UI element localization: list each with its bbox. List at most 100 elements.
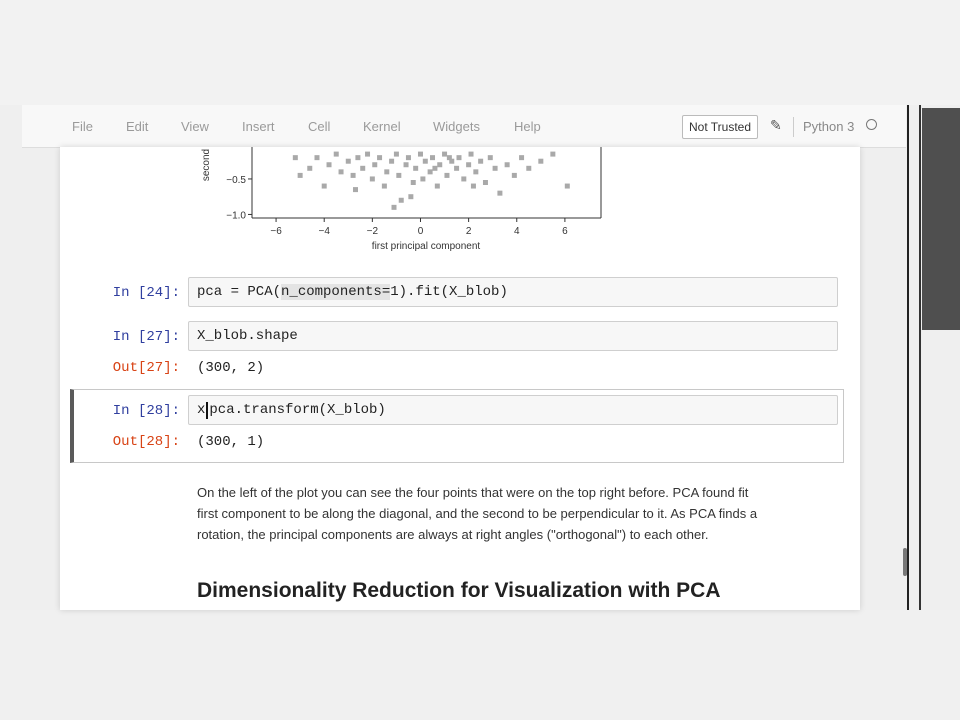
- data-point: [384, 169, 390, 175]
- data-point: [352, 187, 358, 193]
- data-point: [355, 155, 361, 161]
- menu-insert[interactable]: Insert: [242, 119, 275, 134]
- data-point: [350, 172, 356, 178]
- menu-widgets[interactable]: Widgets: [433, 119, 480, 134]
- output-prompt: Out[28]:: [112, 434, 180, 450]
- x-tick-label: −4: [319, 226, 331, 237]
- data-point: [449, 158, 455, 164]
- cell-prompt: In [27]:: [112, 329, 180, 345]
- data-point: [326, 162, 332, 168]
- data-point: [497, 190, 503, 196]
- pencil-icon[interactable]: ✎: [770, 117, 782, 133]
- data-point: [427, 169, 433, 175]
- data-point: [413, 165, 419, 171]
- code-text: x: [197, 402, 206, 418]
- data-point: [333, 151, 339, 157]
- data-point: [482, 180, 488, 185]
- menu-help[interactable]: Help: [514, 119, 541, 134]
- data-point: [519, 155, 525, 161]
- data-point: [442, 151, 448, 157]
- ticks-layer: −6 −4 −2 0 2 4 6 −0.5 −1.0: [226, 175, 568, 237]
- data-point: [422, 158, 428, 164]
- background-bottom: [0, 610, 960, 720]
- code-text: pca = PCA(: [197, 284, 282, 300]
- code-cell[interactable]: X_blob.shape: [188, 321, 838, 351]
- scrollbar-thumb[interactable]: [903, 548, 907, 576]
- data-point: [338, 169, 344, 175]
- x-axis-label: first principal component: [372, 241, 481, 252]
- data-point: [511, 172, 517, 178]
- data-point: [410, 180, 416, 185]
- paragraph-line: On the left of the plot you can see the …: [197, 485, 749, 500]
- data-point: [550, 151, 556, 157]
- not-trusted-button[interactable]: Not Trusted: [682, 115, 758, 139]
- data-point: [365, 151, 371, 157]
- data-point: [377, 155, 383, 161]
- data-point: [473, 169, 479, 175]
- cell-output: (300, 1): [197, 434, 265, 450]
- data-point: [381, 183, 387, 189]
- data-point: [393, 151, 399, 157]
- code-cell[interactable]: x pca.transform(X_blob): [188, 395, 838, 425]
- y-tick-label: −1.0: [226, 210, 246, 221]
- data-point: [504, 162, 510, 168]
- x-tick-label: −6: [270, 226, 282, 237]
- code-cell[interactable]: pca = PCA(n_components= 1).fit(X_blob): [188, 277, 838, 307]
- data-point: [417, 151, 423, 157]
- kernel-status-icon: [866, 119, 877, 130]
- data-point: [408, 194, 414, 200]
- x-tick-label: −2: [367, 226, 379, 237]
- x-tick-label: 6: [562, 226, 568, 237]
- data-point: [420, 176, 426, 182]
- paragraph-line: rotation, the principal components are a…: [197, 527, 709, 542]
- selected-cell[interactable]: [70, 389, 844, 463]
- kernel-divider: [793, 117, 794, 137]
- data-point: [461, 176, 467, 182]
- text-cursor: [206, 401, 209, 419]
- output-prompt: Out[27]:: [112, 360, 180, 376]
- data-point: [398, 197, 404, 203]
- data-point: [478, 158, 484, 164]
- data-point: [403, 162, 409, 168]
- data-point: [391, 204, 397, 210]
- data-point: [454, 165, 460, 171]
- code-text: X_blob.shape: [197, 328, 298, 344]
- background-top: [0, 0, 960, 105]
- menu-bar: File Edit View Insert Cell Kernel Widget…: [22, 105, 906, 148]
- data-point: [526, 165, 532, 171]
- data-point: [360, 165, 366, 171]
- data-point: [430, 155, 436, 161]
- menu-view[interactable]: View: [181, 119, 209, 134]
- code-text: pca.transform(X_blob): [209, 402, 386, 418]
- data-point: [389, 158, 395, 164]
- data-point: [466, 162, 472, 168]
- data-point: [456, 155, 462, 161]
- data-point: [468, 151, 474, 157]
- paragraph-line: first component to be along the diagonal…: [197, 506, 758, 521]
- data-point: [492, 165, 498, 171]
- code-text: 1).fit(X_blob): [390, 284, 508, 300]
- data-point: [297, 172, 303, 178]
- menu-edit[interactable]: Edit: [126, 119, 149, 134]
- data-point: [470, 183, 476, 189]
- menu-kernel[interactable]: Kernel: [363, 119, 401, 134]
- data-point: [372, 162, 378, 168]
- y-axis-label: second: [201, 149, 212, 181]
- data-point: [321, 183, 327, 189]
- section-heading: Dimensionality Reduction for Visualizati…: [197, 579, 721, 602]
- menu-cell[interactable]: Cell: [308, 119, 331, 134]
- data-point: [307, 165, 313, 171]
- kernel-name[interactable]: Python 3: [803, 119, 855, 134]
- data-point: [432, 165, 438, 171]
- data-point: [345, 158, 351, 164]
- data-point: [564, 183, 570, 189]
- menu-file[interactable]: File: [72, 119, 93, 134]
- cell-prompt: In [28]:: [112, 403, 180, 419]
- data-point: [292, 155, 298, 161]
- data-point: [369, 176, 375, 182]
- data-point: [446, 155, 452, 161]
- markdown-paragraph: On the left of the plot you can see the …: [197, 482, 837, 545]
- data-point: [314, 155, 320, 161]
- points-layer: [292, 151, 570, 210]
- divider-line: [919, 105, 921, 610]
